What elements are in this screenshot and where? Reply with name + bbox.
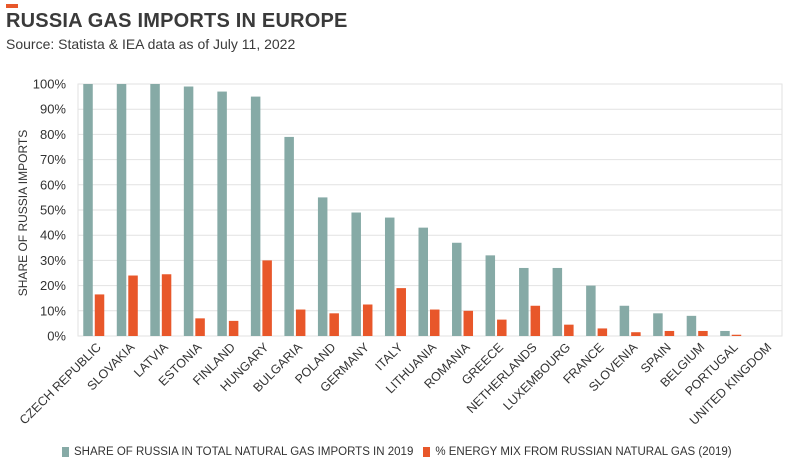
bar-imports-share	[586, 285, 596, 336]
bar-energy-mix	[597, 328, 608, 336]
bar-imports-share	[418, 227, 428, 336]
y-tick-label: 100%	[33, 77, 67, 92]
bar-imports-share	[250, 96, 261, 336]
bar-imports-share	[351, 212, 361, 336]
bar-energy-mix	[664, 330, 675, 336]
legend-swatch-energy-mix	[423, 447, 431, 457]
bar-energy-mix	[262, 260, 272, 336]
bar-energy-mix	[430, 309, 440, 336]
bar-imports-share	[384, 217, 395, 336]
chart-title: RUSSIA GAS IMPORTS IN EUROPE	[6, 10, 348, 32]
bar-imports-share	[619, 305, 630, 336]
bar-energy-mix	[463, 310, 474, 336]
legend-label-energy-mix: % ENERGY MIX FROM RUSSIAN NATURAL GAS (2…	[435, 446, 732, 458]
y-tick-label: 40%	[40, 228, 66, 243]
legend: SHARE OF RUSSIA IN TOTAL NATURAL GAS IMP…	[62, 442, 742, 462]
legend-item-imports: SHARE OF RUSSIA IN TOTAL NATURAL GAS IMP…	[62, 446, 413, 458]
bar-imports-share	[317, 197, 328, 336]
bar-energy-mix	[228, 320, 239, 336]
bar-energy-mix	[396, 288, 406, 336]
y-tick-label: 10%	[40, 303, 66, 318]
y-tick-label: 60%	[40, 177, 66, 192]
bar-imports-share	[485, 255, 496, 336]
bar-imports-share	[452, 242, 462, 336]
bar-energy-mix	[128, 275, 138, 336]
y-tick-label: 80%	[40, 127, 66, 142]
bar-imports-share	[150, 84, 160, 336]
y-tick-label: 50%	[40, 203, 66, 218]
bar-energy-mix	[295, 309, 306, 336]
chart-subtitle: Source: Statista & IEA data as of July 1…	[6, 36, 296, 52]
legend-label-imports: SHARE OF RUSSIA IN TOTAL NATURAL GAS IMP…	[74, 446, 414, 458]
bar-imports-share	[183, 86, 194, 337]
title-accent-bar	[6, 4, 18, 8]
bar-imports-share	[552, 267, 563, 336]
y-axis-title: SHARE OF RUSSIA IMPORTS	[16, 130, 30, 296]
bar-energy-mix	[497, 319, 507, 336]
bar-imports-share	[686, 315, 697, 336]
bar-energy-mix	[731, 334, 742, 336]
legend-swatch-imports	[62, 447, 69, 457]
y-tick-label: 70%	[40, 152, 66, 167]
bar-imports-share	[519, 267, 529, 336]
bar-energy-mix	[362, 304, 373, 336]
bar-energy-mix	[631, 332, 641, 336]
bar-imports-share	[720, 330, 730, 336]
bar-imports-share	[653, 313, 663, 336]
bar-imports-share	[217, 91, 227, 336]
y-tick-label: 20%	[40, 278, 66, 293]
bar-imports-share	[284, 136, 294, 336]
y-tick-label: 90%	[40, 102, 66, 117]
bar-energy-mix	[564, 324, 574, 336]
bar-energy-mix	[329, 313, 339, 336]
bar-imports-share	[83, 84, 93, 336]
y-tick-label: 30%	[40, 253, 66, 268]
bar-energy-mix	[530, 305, 541, 336]
bar-imports-share	[116, 84, 127, 336]
bar-energy-mix	[161, 274, 172, 336]
bar-energy-mix	[94, 294, 105, 336]
y-tick-label: 0%	[47, 329, 66, 344]
bar-energy-mix	[195, 318, 205, 336]
legend-item-energy-mix: % ENERGY MIX FROM RUSSIAN NATURAL GAS (2…	[423, 446, 732, 458]
bar-energy-mix	[698, 330, 708, 336]
